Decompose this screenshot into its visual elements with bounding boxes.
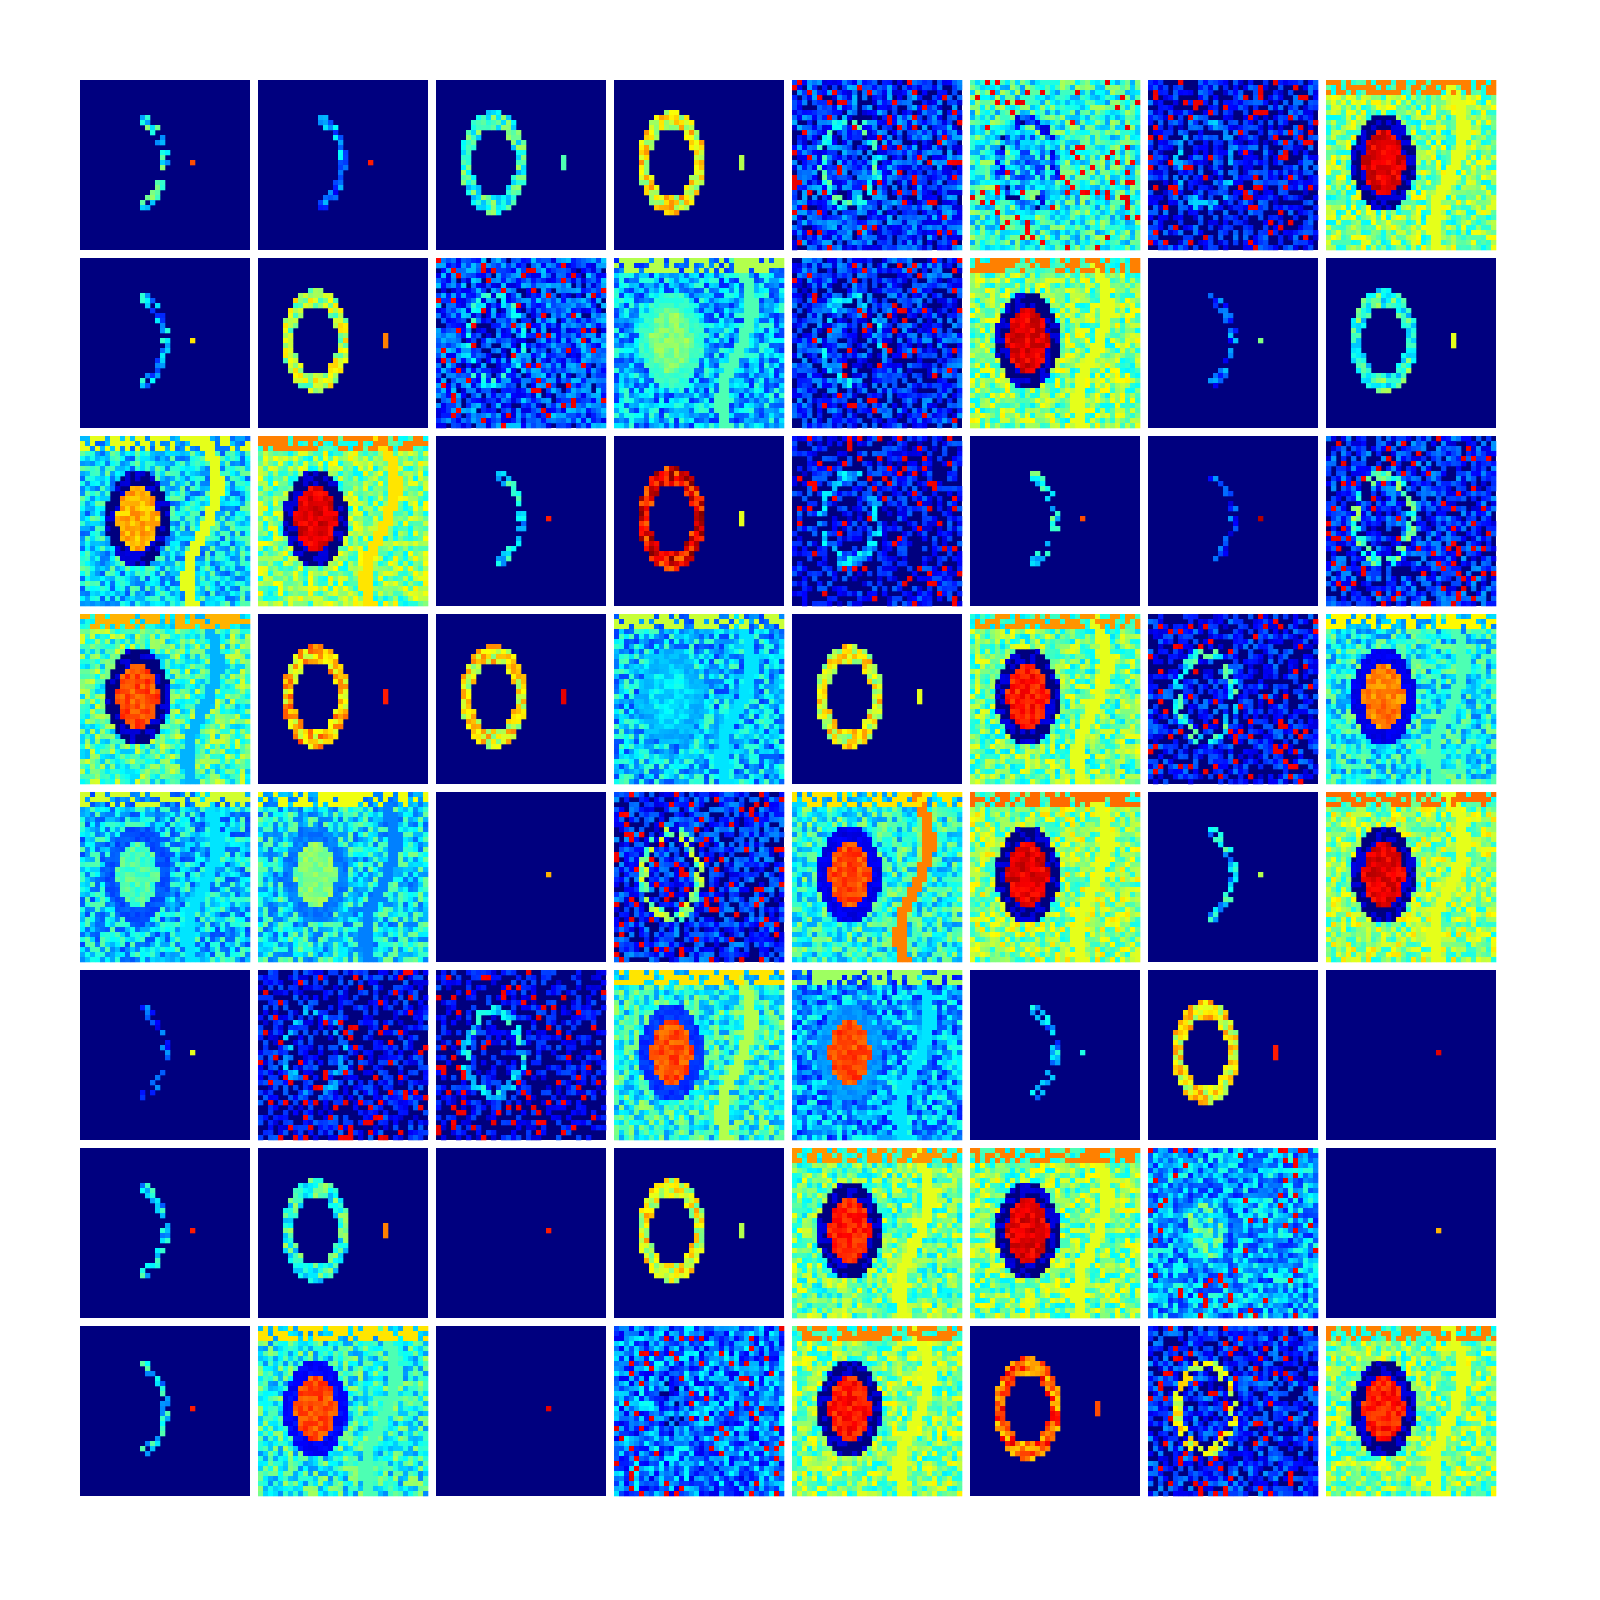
feature-map-tile xyxy=(80,436,250,606)
feature-map-tile xyxy=(614,614,784,784)
feature-map-tile xyxy=(1326,792,1496,962)
feature-map-tile xyxy=(258,792,428,962)
feature-map-tile xyxy=(80,258,250,428)
feature-map-tile xyxy=(1326,258,1496,428)
feature-map-tile xyxy=(1148,792,1318,962)
feature-map-tile xyxy=(1148,80,1318,250)
feature-map-tile xyxy=(1326,1148,1496,1318)
feature-map-tile xyxy=(1148,1148,1318,1318)
feature-map-tile xyxy=(436,1148,606,1318)
feature-map-tile xyxy=(258,258,428,428)
feature-map-tile xyxy=(970,614,1140,784)
feature-map-tile xyxy=(1148,436,1318,606)
feature-map-tile xyxy=(80,970,250,1140)
feature-map-tile xyxy=(80,1148,250,1318)
feature-map-tile xyxy=(1326,970,1496,1140)
feature-map-tile xyxy=(970,436,1140,606)
feature-map-tile xyxy=(80,80,250,250)
feature-map-tile xyxy=(436,614,606,784)
feature-map-tile xyxy=(436,1326,606,1496)
feature-map-tile xyxy=(970,258,1140,428)
feature-map-tile xyxy=(258,1326,428,1496)
feature-map-tile xyxy=(1148,258,1318,428)
feature-map-tile xyxy=(970,1326,1140,1496)
feature-map-tile xyxy=(614,436,784,606)
feature-map-tile xyxy=(614,970,784,1140)
feature-map-tile xyxy=(258,1148,428,1318)
feature-map-tile xyxy=(1326,80,1496,250)
feature-map-tile xyxy=(792,436,962,606)
feature-map-tile xyxy=(792,80,962,250)
feature-map-tile xyxy=(80,1326,250,1496)
feature-map-tile xyxy=(792,1148,962,1318)
feature-map-tile xyxy=(970,80,1140,250)
feature-map-tile xyxy=(1148,970,1318,1140)
feature-map-tile xyxy=(1326,1326,1496,1496)
feature-map-tile xyxy=(258,80,428,250)
feature-map-tile xyxy=(1148,614,1318,784)
feature-map-tile xyxy=(258,970,428,1140)
feature-map-tile xyxy=(436,970,606,1140)
feature-map-tile xyxy=(792,970,962,1140)
feature-map-tile xyxy=(970,970,1140,1140)
feature-map-tile xyxy=(792,258,962,428)
feature-map-tile xyxy=(258,436,428,606)
feature-map-tile xyxy=(792,1326,962,1496)
feature-map-tile xyxy=(436,436,606,606)
feature-map-tile xyxy=(1326,614,1496,784)
feature-map-tile xyxy=(614,258,784,428)
feature-map-tile xyxy=(80,792,250,962)
feature-map-tile xyxy=(970,792,1140,962)
feature-map-tile xyxy=(436,792,606,962)
feature-map-tile xyxy=(258,614,428,784)
feature-map-tile xyxy=(792,792,962,962)
feature-map-tile xyxy=(614,1148,784,1318)
feature-map-tile xyxy=(1326,436,1496,606)
feature-map-tile xyxy=(436,80,606,250)
feature-map-tile xyxy=(792,614,962,784)
feature-map-tile xyxy=(80,614,250,784)
feature-map-tile xyxy=(436,258,606,428)
feature-map-tile xyxy=(614,792,784,962)
feature-map-tile xyxy=(1148,1326,1318,1496)
feature-map-tile xyxy=(970,1148,1140,1318)
feature-map-tile xyxy=(614,1326,784,1496)
feature-map-tile xyxy=(614,80,784,250)
